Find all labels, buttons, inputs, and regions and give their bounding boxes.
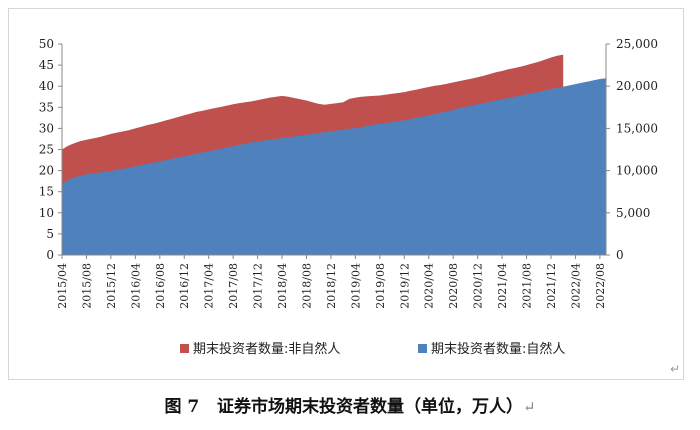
caption-number: 图 7 [164, 397, 200, 417]
chart-frame [8, 8, 684, 380]
y-left-tick-label: 45 [39, 58, 54, 72]
caption-text: 证券市场期末投资者数量（单位，万人） [216, 397, 523, 417]
y-right-tick-label: 20,000 [616, 79, 658, 93]
x-tick-label: 2020/12 [472, 263, 485, 309]
x-tick-label: 2020/04 [423, 263, 436, 309]
x-tick-label: 2019/08 [374, 263, 387, 309]
y-left-tick-label: 5 [46, 227, 54, 241]
x-tick-label: 2020/08 [447, 263, 460, 309]
x-tick-label: 2017/12 [252, 263, 265, 309]
x-tick-label: 2018/12 [325, 263, 338, 309]
y-left-tick-label: 30 [39, 121, 54, 135]
x-tick-label: 2016/08 [154, 263, 167, 309]
legend-swatch-2 [418, 344, 427, 353]
legend-swatch-1 [180, 344, 189, 353]
y-left-tick-label: 20 [39, 164, 54, 178]
x-tick-label: 2018/04 [276, 263, 289, 309]
return-mark: ↵ [522, 398, 536, 416]
x-tick-label: 2016/04 [129, 263, 142, 309]
y-left-tick-label: 50 [39, 37, 54, 51]
x-tick-label: 2016/12 [178, 263, 191, 309]
x-tick-label: 2022/08 [594, 263, 607, 309]
x-tick-label: 2019/04 [349, 263, 362, 309]
x-tick-label: 2021/04 [496, 263, 509, 309]
y-right-tick-label: 15,000 [616, 121, 658, 135]
y-left-tick-label: 25 [39, 143, 54, 157]
y-right-tick-label: 0 [616, 248, 624, 262]
y-left-tick-label: 15 [39, 185, 54, 199]
y-right-tick-label: 25,000 [616, 37, 658, 51]
y-left-tick-label: 35 [39, 100, 54, 114]
y-right-tick-label: 5,000 [616, 206, 650, 220]
area-chart: 0 5 10 15 20 25 30 35 40 45 50 0 5,000 10,000 15,000 20… [39, 37, 658, 357]
x-tick-label: 2015/08 [80, 263, 93, 309]
legend-label-2: 期末投资者数量:自然人 [431, 341, 565, 357]
frame-return-mark: ↵ [670, 362, 681, 376]
legend-label-1: 期末投资者数量:非自然人 [193, 341, 340, 357]
x-tick-label: 2015/12 [105, 263, 118, 309]
x-tick-label: 2021/12 [545, 263, 558, 309]
x-tick-label: 2017/08 [227, 263, 240, 309]
y-left-tick-label: 0 [46, 248, 54, 262]
x-tick-label: 2021/08 [521, 263, 534, 309]
x-tick-label: 2018/08 [300, 263, 313, 309]
x-tick-label: 2019/12 [398, 263, 411, 309]
x-tick-label: 2017/04 [203, 263, 216, 309]
series-area-2 [62, 78, 606, 255]
y-left-tick-label: 40 [39, 79, 54, 93]
x-tick-label: 2015/04 [56, 263, 69, 309]
x-tick-label: 2022/04 [569, 263, 582, 309]
y-left-tick-label: 10 [39, 206, 54, 220]
y-right-tick-label: 10,000 [616, 164, 658, 178]
figure-caption: 图 7 证券市场期末投资者数量（单位，万人）↵ [0, 392, 700, 417]
